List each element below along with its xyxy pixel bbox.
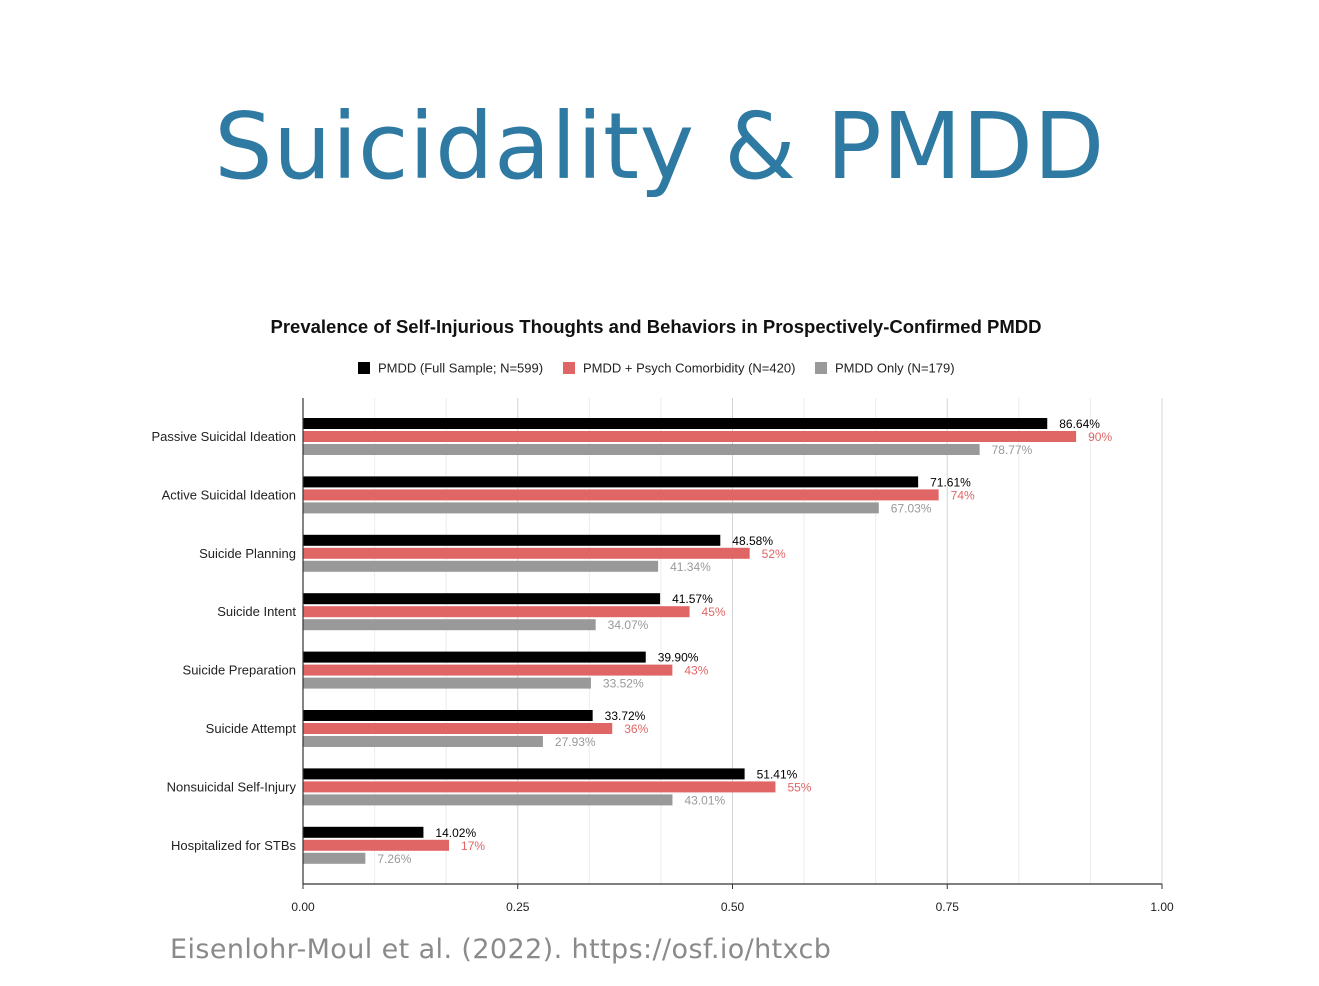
category-label: Passive Suicidal Ideation xyxy=(151,429,296,444)
bar xyxy=(303,418,1048,429)
bar-group: 51.41%55% 43.01% xyxy=(303,767,812,807)
legend-label: PMDD Only (N=179) xyxy=(835,361,955,376)
bar-value-label: 52% xyxy=(762,547,786,561)
bar-value-label: 36% xyxy=(624,722,648,736)
bar-value-label: 27.93% xyxy=(555,735,596,749)
slide-title: Suicidality & PMDD xyxy=(214,93,1105,200)
legend-label: PMDD (Full Sample; N=599) xyxy=(378,361,543,376)
x-tick-label: 0.75 xyxy=(936,900,960,914)
category-label: Suicide Preparation xyxy=(183,663,296,678)
bar-value-label: 14.02% xyxy=(435,826,476,840)
bar-value-label: 55% xyxy=(787,780,811,794)
prevalence-bar-chart: Prevalence of Self-Injurious Thoughts an… xyxy=(151,316,1174,914)
bar xyxy=(303,593,661,605)
category-label: Suicide Planning xyxy=(199,546,296,561)
bar xyxy=(303,852,366,864)
x-axis: 0.00 0.25 0.50 0.75 1.00 xyxy=(291,398,1174,914)
bar xyxy=(303,444,980,455)
bar xyxy=(303,606,690,618)
bar-value-label: 71.61% xyxy=(930,475,971,489)
bar xyxy=(303,768,745,780)
bar-value-label: 41.34% xyxy=(670,560,711,574)
bar xyxy=(303,794,673,806)
bar-value-label: 78.77% xyxy=(992,443,1033,457)
bar xyxy=(303,476,919,488)
chart-title: Prevalence of Self-Injurious Thoughts an… xyxy=(271,316,1042,337)
bar xyxy=(303,736,543,747)
bar-value-label: 67.03% xyxy=(891,501,932,515)
x-tick-label: 0.25 xyxy=(506,900,530,914)
bar-groups: 86.64%90%78.77%71.61%74%67.03%48.58%52%4… xyxy=(303,417,1112,866)
x-tick-label: 0.50 xyxy=(721,900,745,914)
citation: Eisenlohr-Moul et al. (2022). https://os… xyxy=(170,934,832,965)
bar xyxy=(303,534,721,546)
bar xyxy=(303,547,750,559)
legend-swatch xyxy=(358,362,370,374)
bar-group: 41.57%45% 34.07% xyxy=(303,592,726,632)
bar xyxy=(303,431,1077,442)
bar-group: 14.02%17% 7.26% xyxy=(303,826,485,866)
bar-value-label: 51.41% xyxy=(757,767,798,781)
bar-value-label: 48.58% xyxy=(732,534,773,548)
bar xyxy=(303,826,424,838)
category-labels: Passive Suicidal Ideation Active Suicidal… xyxy=(151,429,296,853)
bar xyxy=(303,502,879,514)
bar-group: 39.90%43% 33.52% xyxy=(303,651,709,691)
bar xyxy=(303,723,613,734)
category-label: Active Suicidal Ideation xyxy=(162,487,296,502)
bar-value-label: 74% xyxy=(951,488,975,502)
bar xyxy=(303,489,939,501)
bar xyxy=(303,560,659,572)
bar xyxy=(303,677,591,689)
bar-value-label: 7.26% xyxy=(377,852,411,866)
bar-value-label: 17% xyxy=(461,839,485,853)
bar-value-label: 39.90% xyxy=(658,651,699,665)
bar-value-label: 43.01% xyxy=(684,793,725,807)
legend-label: PMDD + Psych Comorbidity (N=420) xyxy=(583,361,795,376)
bar-group: 71.61%74% 67.03% xyxy=(303,475,975,515)
bar-value-label: 86.64% xyxy=(1059,417,1100,431)
bar-value-label: 33.52% xyxy=(603,677,644,691)
bar xyxy=(303,839,450,851)
bar-value-label: 41.57% xyxy=(672,592,713,606)
category-label: Nonsuicidal Self-Injury xyxy=(167,779,297,794)
category-label: Suicide Intent xyxy=(217,604,296,619)
bar-value-label: 45% xyxy=(702,605,726,619)
bar-group: 33.72%36% 27.93% xyxy=(303,709,649,749)
bar xyxy=(303,664,673,676)
x-tick-label: 0.00 xyxy=(291,900,315,914)
bar xyxy=(303,710,593,721)
bar-group: 48.58%52% 41.34% xyxy=(303,534,786,574)
chart-legend: PMDD (Full Sample; N=599) PMDD + Psych Co… xyxy=(358,361,955,376)
category-label: Hospitalized for STBs xyxy=(171,838,296,853)
category-label: Suicide Attempt xyxy=(206,721,297,736)
bar-value-label: 43% xyxy=(684,664,708,678)
bar-value-label: 33.72% xyxy=(605,709,646,723)
bar-group: 86.64%90% 78.77% xyxy=(303,417,1112,457)
x-tick-label: 1.00 xyxy=(1150,900,1174,914)
legend-swatch xyxy=(563,362,575,374)
major-gridlines xyxy=(517,398,1163,884)
legend-swatch xyxy=(815,362,827,374)
bar xyxy=(303,651,646,663)
bar xyxy=(303,781,776,793)
bar-value-label: 90% xyxy=(1088,430,1112,444)
bar-value-label: 34.07% xyxy=(608,618,649,632)
bar xyxy=(303,619,596,631)
